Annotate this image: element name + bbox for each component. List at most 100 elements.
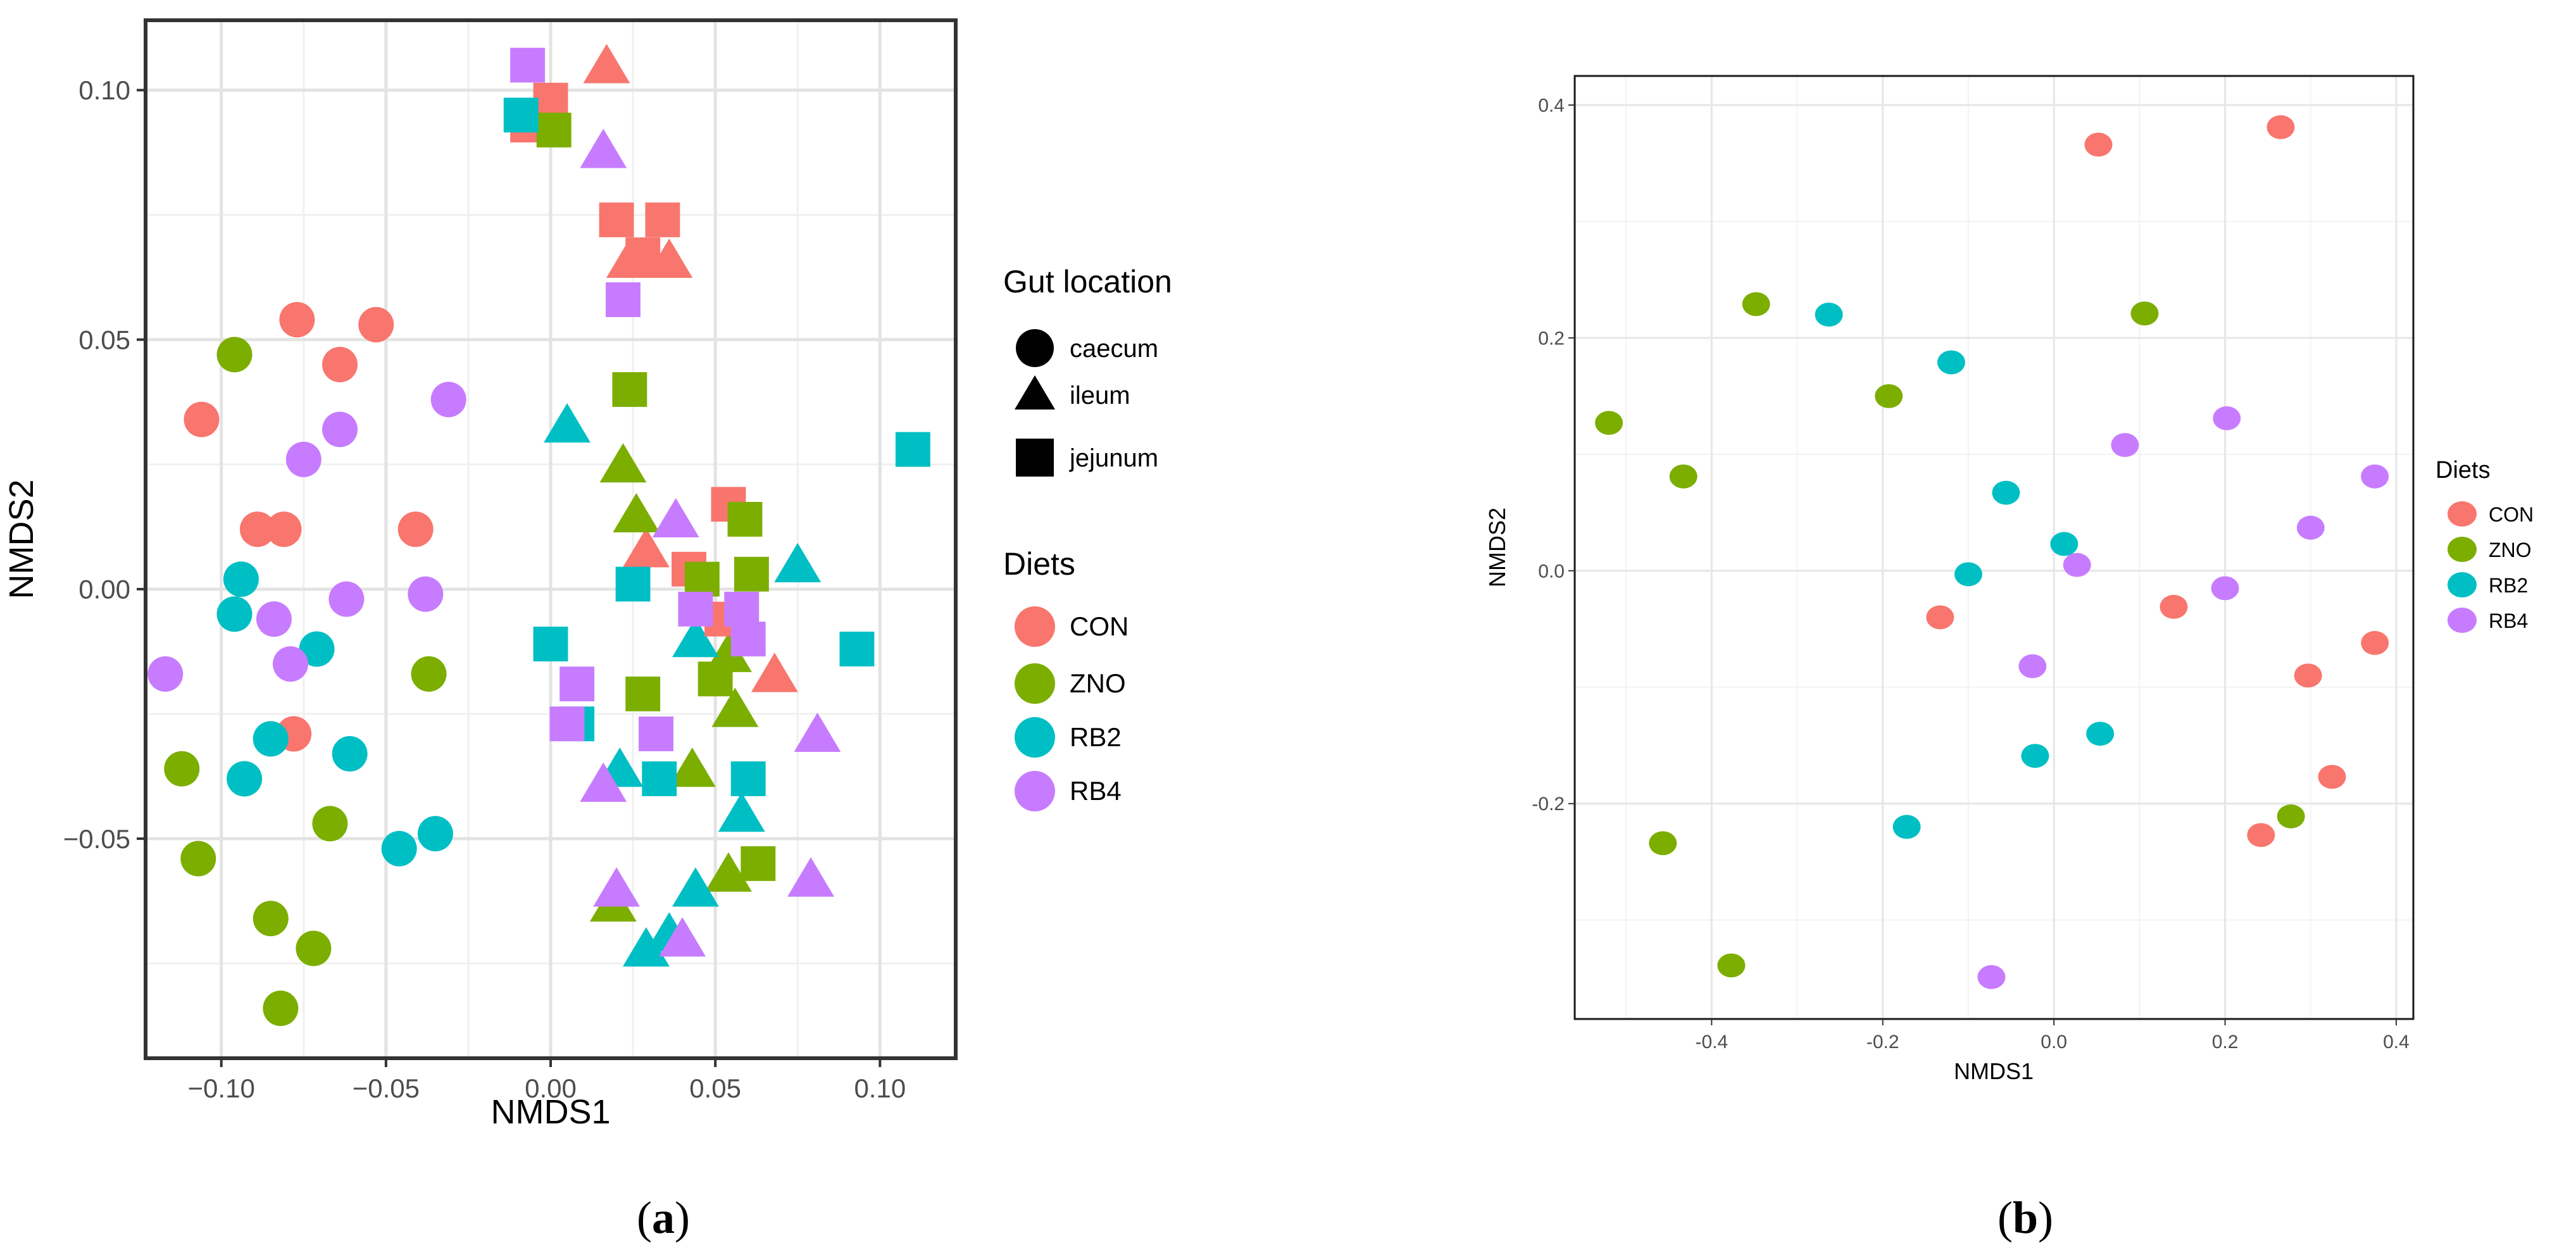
diet-legend-a-title: Diets (1003, 546, 1075, 582)
point-con-jejunum (625, 237, 661, 273)
point-zno-caecum (216, 337, 253, 373)
point-rb4-jejunum (678, 591, 713, 627)
point-rb2-caecum (227, 761, 263, 797)
panel-b: -0.4 -0.2 0.0 0.2 0.4 -0.2 0.0 0.2 0.4 NMDS1 NM… (1484, 75, 2534, 1243)
point-rb2-caecum (253, 721, 289, 757)
legend-label-jejunum: jejunum (1069, 444, 1158, 472)
point-rb2 (1815, 303, 1843, 327)
legend-b-rb4-swatch (2448, 608, 2477, 633)
point-rb2 (2021, 744, 2049, 768)
x-tick-label: -0.4 (1695, 1032, 1728, 1053)
point-con-jejunum (599, 202, 634, 237)
point-rb4-ileum (580, 762, 627, 802)
y-tick-label: 0.05 (78, 325, 130, 354)
point-zno-jejunum (684, 561, 720, 597)
point-rb4-ileum (794, 712, 841, 753)
point-rb2 (1937, 350, 1965, 375)
point-rb4-jejunum (724, 591, 760, 627)
point-con-caecum (279, 302, 315, 338)
x-tick-label: −0.10 (188, 1073, 255, 1103)
point-rb4-jejunum (549, 706, 585, 742)
point-zno-jejunum (741, 846, 776, 881)
point-rb4-jejunum (560, 666, 595, 702)
point-zno-caecum (180, 841, 216, 877)
x-tick-label: 0.0 (2041, 1032, 2067, 1053)
point-rb2-ileum (622, 927, 670, 967)
legend-a-rb2-label: RB2 (1070, 722, 1122, 752)
point-rb4 (2111, 433, 2139, 458)
panel-a-label-letter: a (652, 1192, 675, 1243)
point-rb4-caecum (328, 581, 365, 617)
legend-key-ileum: ileum (1015, 375, 1130, 409)
point-rb4 (2213, 406, 2241, 430)
point-rb2-jejunum (503, 97, 539, 133)
point-con (2318, 765, 2346, 789)
point-rb4-caecum (147, 656, 184, 692)
point-zno-jejunum (625, 676, 661, 711)
point-zno (1669, 464, 1698, 489)
point-rb2 (2050, 532, 2079, 556)
point-rb2-jejunum (533, 627, 568, 662)
panel-a-y-axis-title: NMDS2 (3, 479, 41, 599)
diet-legend-b-title: Diets (2435, 457, 2491, 484)
panel-a-x-axis-title: NMDS1 (491, 1093, 610, 1131)
panel-b-background (1575, 76, 2413, 1019)
point-rb4-caecum (430, 382, 466, 418)
point-rb4 (2063, 553, 2091, 577)
point-rb2 (1992, 480, 2020, 505)
panel-a-gridlines (146, 20, 956, 1058)
point-zno (1717, 953, 1746, 978)
point-con (1926, 605, 1954, 630)
point-zno (1649, 831, 1677, 856)
legend-label-caecum: caecum (1070, 335, 1158, 363)
point-rb4-caecum (408, 576, 444, 612)
point-con (2267, 115, 2295, 139)
legend-b-rb2-swatch (2448, 572, 2477, 597)
x-tick-label: 0.4 (2383, 1032, 2410, 1053)
point-rb2-jejunum (839, 632, 875, 666)
y-tick-label: 0.4 (1538, 95, 1565, 116)
point-con-caecum (184, 401, 220, 437)
point-rb4 (2361, 464, 2389, 489)
legend-a-zno-label: ZNO (1070, 668, 1126, 698)
point-rb4-caecum (285, 441, 322, 477)
point-rb2-jejunum (642, 761, 677, 796)
point-zno-jejunum (697, 661, 733, 697)
point-con (2294, 663, 2322, 688)
ileum-triangle-icon (1015, 375, 1055, 409)
point-con-jejunum (645, 202, 680, 237)
panel-a-points (147, 44, 930, 1027)
legend-a-rb4-label: RB4 (1070, 776, 1122, 806)
legend-b-con-label: CON (2489, 503, 2534, 526)
point-rb2-caecum (332, 736, 368, 772)
panel-b-gridlines (1575, 76, 2413, 1019)
point-zno (2277, 804, 2305, 828)
panel-b-label: (b) (1998, 1192, 2053, 1243)
point-rb2-caecum (216, 596, 253, 632)
point-rb2-ileum (774, 542, 822, 582)
point-zno-jejunum (727, 502, 763, 537)
point-zno-caecum (296, 930, 332, 966)
point-zno-caecum (312, 806, 348, 842)
point-rb4-jejunum (730, 622, 766, 657)
point-con-ileum (751, 653, 798, 692)
legend-a-con-label: CON (1070, 611, 1129, 641)
point-rb2-caecum (299, 631, 335, 667)
point-rb4 (2211, 576, 2239, 601)
legend-a-rb2-swatch (1015, 717, 1055, 758)
point-rb2-ileum (718, 792, 765, 832)
point-zno-jejunum (734, 556, 769, 592)
x-tick-label: -0.2 (1866, 1032, 1899, 1053)
point-con-caecum (239, 511, 275, 547)
point-zno (1595, 411, 1623, 435)
point-rb2 (2086, 722, 2115, 746)
x-tick-label: 0.10 (854, 1073, 906, 1103)
panel-a-label: (a) (637, 1192, 690, 1243)
point-rb4-jejunum (510, 47, 546, 83)
y-tick-label: −0.05 (63, 824, 130, 854)
point-con (2084, 132, 2113, 157)
point-rb4-ileum (652, 497, 699, 538)
point-con (2160, 594, 2188, 619)
legend-b-rb4-label: RB4 (2489, 609, 2528, 632)
y-tick-label: -0.2 (1532, 794, 1565, 815)
